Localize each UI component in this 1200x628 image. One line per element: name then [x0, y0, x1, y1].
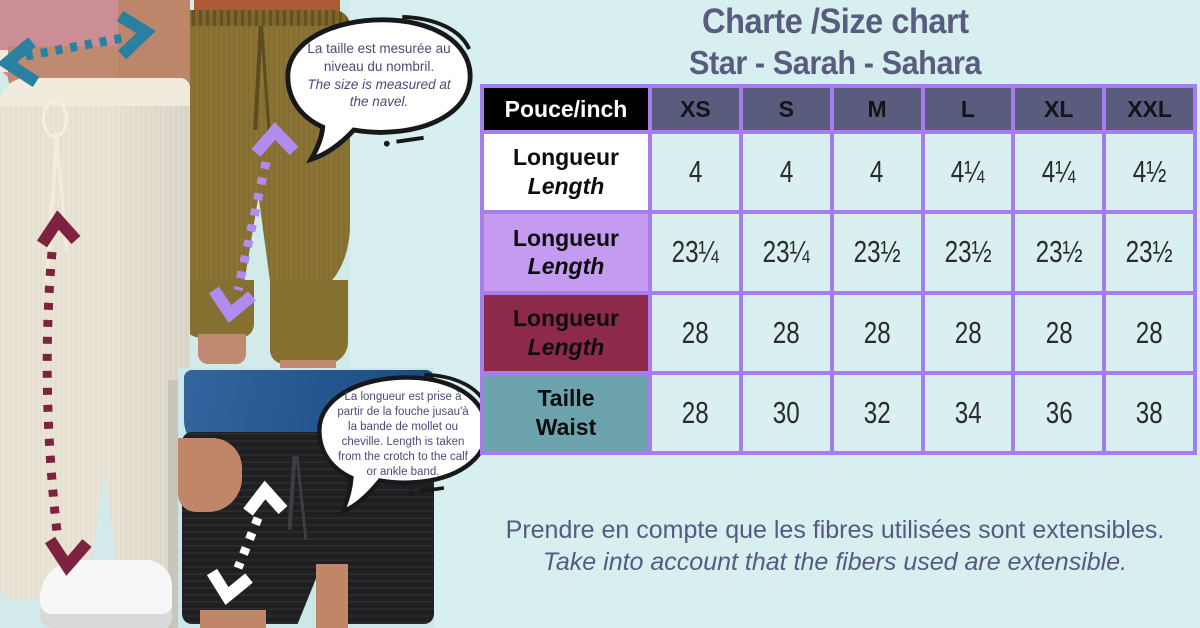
page-title: Charte /Size chart: [701, 2, 969, 41]
bubble-line: niveau du nombril.: [323, 58, 435, 74]
page-subtitle: Star - Sarah - Sahara: [688, 44, 982, 81]
table-cell: 4: [833, 134, 921, 211]
cream-pants-shape: [0, 78, 190, 600]
size-header-xxl: XXL: [1106, 88, 1193, 130]
table-cell: 4: [742, 134, 830, 211]
row-label-fr: Taille: [537, 385, 595, 412]
table-cell: 4: [652, 134, 739, 211]
waist-note-bubble: La taille est mesurée au niveau du nombr…: [282, 14, 476, 170]
table-cell: 28: [924, 294, 1012, 371]
photo-collage: La taille est mesurée au niveau du nombr…: [0, 0, 489, 628]
table-cell: 4¼: [1015, 134, 1103, 211]
olive-waistband-shape: [178, 10, 350, 26]
row-label-fr: Longueur: [512, 144, 620, 171]
photo-cream-wide-pants: [0, 0, 190, 628]
chart-title-block: Charte /Size chart Star - Sarah - Sahara: [470, 2, 1200, 82]
bubble-line: from the crotch to the calf: [338, 450, 468, 463]
table-cell: 4¼: [924, 134, 1012, 211]
length-note-text: La longueur est prise à partir de la fou…: [314, 372, 492, 480]
stretch-note: Prendre en compte que les fibres utilisé…: [470, 514, 1200, 578]
capri-right-leg-shape: [270, 280, 348, 364]
bubble-line: cheville. Length is taken: [341, 435, 465, 448]
bubble-line: The size is measured at: [307, 76, 451, 92]
calf-skin-shape: [200, 610, 266, 628]
row-label-en: Length: [527, 333, 605, 360]
stretch-note-fr: Prendre en compte que les fibres utilisé…: [505, 516, 1165, 544]
bubble-line: partir de la fouche jusau'à: [337, 405, 469, 418]
table-cell: 23¼: [742, 214, 830, 291]
table-cell: 28: [652, 374, 739, 451]
calf-skin-shape: [198, 334, 246, 364]
table-cell: 34: [924, 374, 1012, 451]
table-cell: 28: [1106, 294, 1193, 371]
length-note-bubble: La longueur est prise à partir de la fou…: [314, 372, 492, 518]
size-header-m: M: [833, 88, 921, 130]
size-header-l: L: [924, 88, 1012, 130]
bubble-line: La taille est mesurée au: [307, 41, 451, 56]
size-header-s: S: [742, 88, 830, 130]
unit-header-cell: Pouce/inch: [484, 88, 648, 130]
table-cell: 32: [833, 374, 921, 451]
bubble-line: the navel.: [349, 94, 409, 110]
capri-left-leg-shape: [180, 280, 254, 338]
size-header-xl: XL: [1015, 88, 1103, 130]
bubble-line: la bande de mollet ou: [348, 420, 458, 433]
table-cell: 23½: [833, 214, 921, 291]
thigh-skin-shape: [316, 564, 348, 628]
table-cell: 4½: [1106, 134, 1193, 211]
waist-note-text: La taille est mesurée au niveau du nombr…: [282, 14, 476, 111]
table-cell: 23½: [924, 214, 1012, 291]
size-header-xs: XS: [652, 88, 739, 130]
pants-waistband-shape: [0, 78, 190, 106]
size-chart-table: Pouce/inch XS S M L XL XXL Longueur Leng…: [480, 84, 1197, 455]
table-cell: 23½: [1106, 214, 1193, 291]
table-cell: 28: [833, 294, 921, 371]
row-label-length-3: Longueur Length: [484, 294, 648, 371]
stretch-note-en: Take into account that the fibers used a…: [542, 548, 1128, 576]
table-cell: 28: [652, 294, 739, 371]
row-label-length-1: Longueur Length: [484, 134, 648, 211]
row-label-length-2: Longueur Length: [484, 214, 648, 291]
row-label-waist: Taille Waist: [484, 374, 648, 451]
row-label-en: Length: [527, 253, 605, 280]
bubble-line: or ankle band.: [366, 465, 440, 478]
row-label-fr: Longueur: [512, 224, 620, 251]
table-cell: 23½: [1015, 214, 1103, 291]
bubble-line: La longueur est prise à: [344, 391, 462, 403]
row-label-en: Length: [527, 173, 605, 200]
speech-bubble-icon: [285, 14, 473, 164]
row-label-en: Waist: [535, 413, 597, 440]
white-sneaker-shape: [40, 560, 172, 628]
table-cell: 23¼: [652, 214, 739, 291]
table-cell: 36: [1015, 374, 1103, 451]
table-cell: 30: [742, 374, 830, 451]
table-cell: 28: [1015, 294, 1103, 371]
hand-in-pocket-skin-shape: [178, 438, 242, 512]
table-cell: 38: [1106, 374, 1193, 451]
table-cell: 28: [742, 294, 830, 371]
row-label-fr: Longueur: [512, 304, 620, 331]
